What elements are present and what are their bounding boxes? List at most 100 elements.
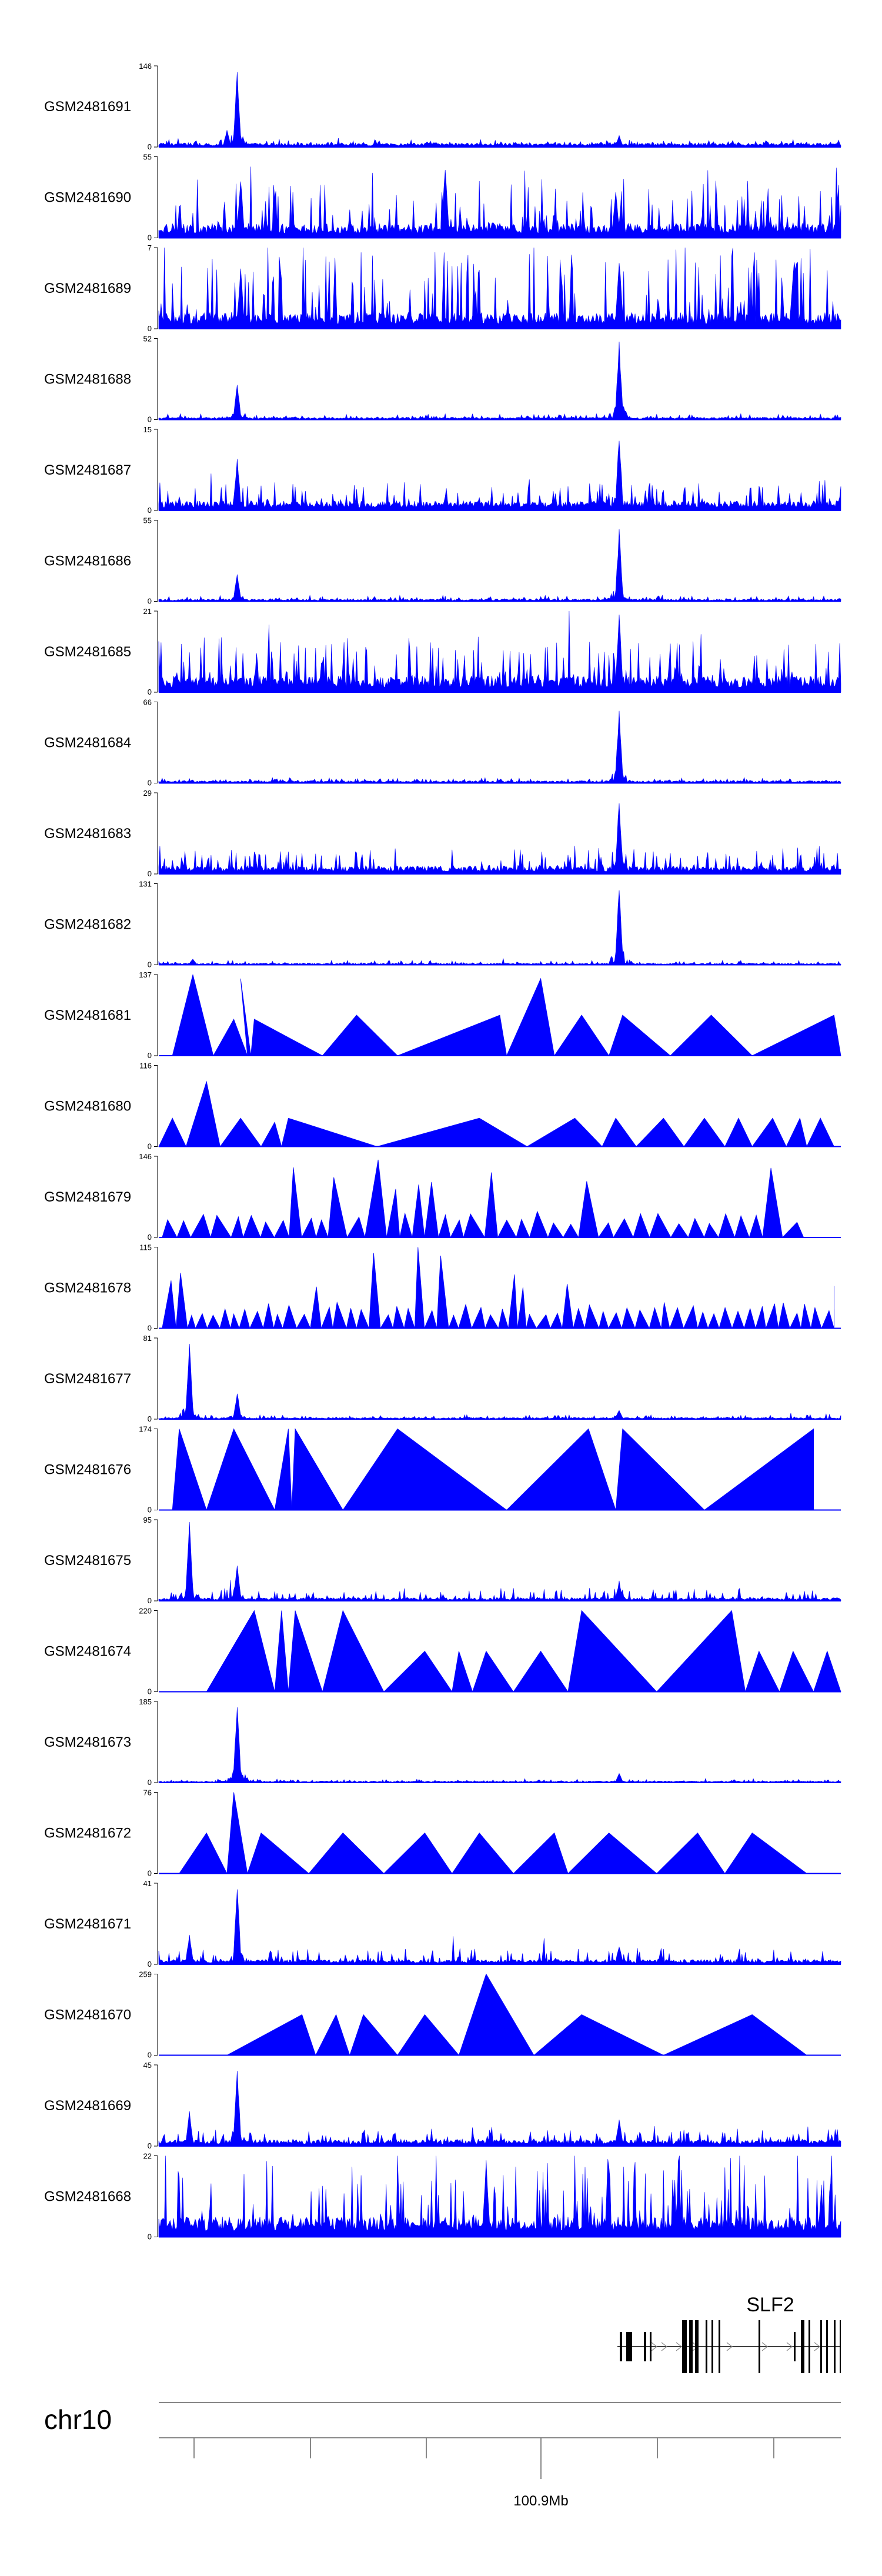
signal-triangle [397,1015,507,1056]
signal-triangle [719,1306,733,1329]
gene-exon [808,2320,810,2373]
signal-triangle [806,1117,835,1147]
y-max-label: 115 [139,1243,152,1252]
signal-triangle [649,1307,662,1329]
strand-arrow [676,2342,682,2351]
track: GSM2481691 146 0 [44,62,841,151]
signal-triangle [578,1181,599,1238]
signal-triangle [734,1215,750,1238]
signal-triangle [424,1182,439,1238]
y-max-label: 76 [143,1788,152,1797]
signal-triangle [573,1307,585,1329]
signal-area [158,1889,841,1965]
signal-triangle [755,1306,766,1329]
gene-exon [840,2320,841,2373]
signal-triangle [320,1306,333,1329]
signal-triangle [213,1018,248,1056]
track-label: GSM2481673 [44,1734,131,1750]
signal-triangle [762,1167,783,1238]
signal-triangle [724,1832,808,1874]
gene-exon [801,2320,804,2373]
track-label: GSM2481677 [44,1371,131,1387]
signal-triangle [613,1218,634,1238]
track-label: GSM2481671 [44,1916,131,1932]
signal-triangle [472,1650,514,1692]
track: GSM2481679 146 0 [44,1152,841,1242]
signal-triangle [195,1313,208,1329]
track: GSM2481670 259 0 [44,1970,841,2060]
signal-triangle [414,1247,425,1329]
y-max-label: 259 [139,1970,152,1979]
y-min-label: 0 [148,1414,152,1423]
signal-area [158,610,841,693]
signal-triangle [397,2014,460,2056]
signal-triangle [243,1214,261,1238]
y-max-label: 55 [143,516,152,525]
signal-triangle [752,1015,841,1056]
signal-triangle [332,1301,347,1329]
y-min-label: 0 [148,415,152,424]
signal-triangle [567,1610,657,1692]
signal-triangle [219,1117,262,1147]
track: GSM2481689 7 0 [44,243,841,333]
y-min-label: 0 [148,324,152,333]
signal-triangle [315,2014,350,2056]
track: GSM2481668 22 0 [44,2152,841,2241]
y-max-label: 174 [139,1425,152,1434]
gene-exon [820,2320,822,2373]
gene-exon [719,2320,720,2373]
genomic-position-label: 100.9Mb [513,2493,568,2509]
strand-arrow [814,2342,820,2351]
track-label: GSM2481682 [44,917,131,933]
signal-triangle [484,1172,498,1238]
tracks-layer: GSM24816911460GSM2481690550GSM248168970G… [44,62,841,2241]
signal-triangle [656,1610,746,1692]
y-min-label: 0 [148,1051,152,1060]
signal-triangle [380,1314,393,1329]
signal-triangle [158,1117,187,1147]
chromosome-axis: chr10 100.9Mb [44,2402,841,2509]
track-label: GSM2481672 [44,1826,131,1841]
signal-triangle [260,1122,282,1147]
y-min-label: 0 [148,1687,152,1696]
signal-triangle [608,1312,622,1329]
signal-triangle [718,1213,736,1238]
signal-triangle [288,1610,323,1692]
signal-triangle [206,1314,220,1329]
track: GSM2481669 45 0 [44,2061,841,2150]
y-min-label: 0 [148,597,152,606]
track: GSM2481688 52 0 [44,335,841,424]
signal-triangle [322,1610,385,1692]
y-max-label: 21 [143,607,152,616]
signal-triangle [260,1221,275,1238]
signal-area [158,529,841,602]
signal-triangle [249,1310,264,1329]
signal-triangle [399,1212,413,1238]
track: GSM2481682 131 0 [44,880,841,969]
track-label: GSM2481688 [44,372,131,388]
track: GSM2481678 115 0 [44,1243,841,1333]
signal-triangle [749,1214,763,1238]
track-label: GSM2481691 [44,99,131,115]
signal-triangle [450,1219,464,1238]
y-max-label: 137 [139,970,152,979]
track-label: GSM2481689 [44,281,131,296]
y-max-label: 95 [143,1516,152,1524]
signal-triangle [526,1117,603,1147]
track: GSM2481676 174 0 [44,1425,841,1514]
signal-triangle [731,1310,745,1329]
y-max-label: 55 [143,153,152,162]
signal-triangle [745,1650,780,1692]
signal-triangle [250,1019,323,1056]
signal-triangle [179,1832,228,1874]
signal-triangle [547,1222,564,1238]
signal-triangle [508,1274,518,1329]
signal-triangle [386,1189,400,1238]
signal-triangle [274,1429,292,1510]
strand-arrow [726,2342,733,2351]
signal-triangle [704,1223,719,1238]
signal-triangle [226,1792,248,1874]
signal-area [158,441,841,511]
signal-triangle [821,1310,834,1329]
signal-triangle [368,1253,381,1329]
